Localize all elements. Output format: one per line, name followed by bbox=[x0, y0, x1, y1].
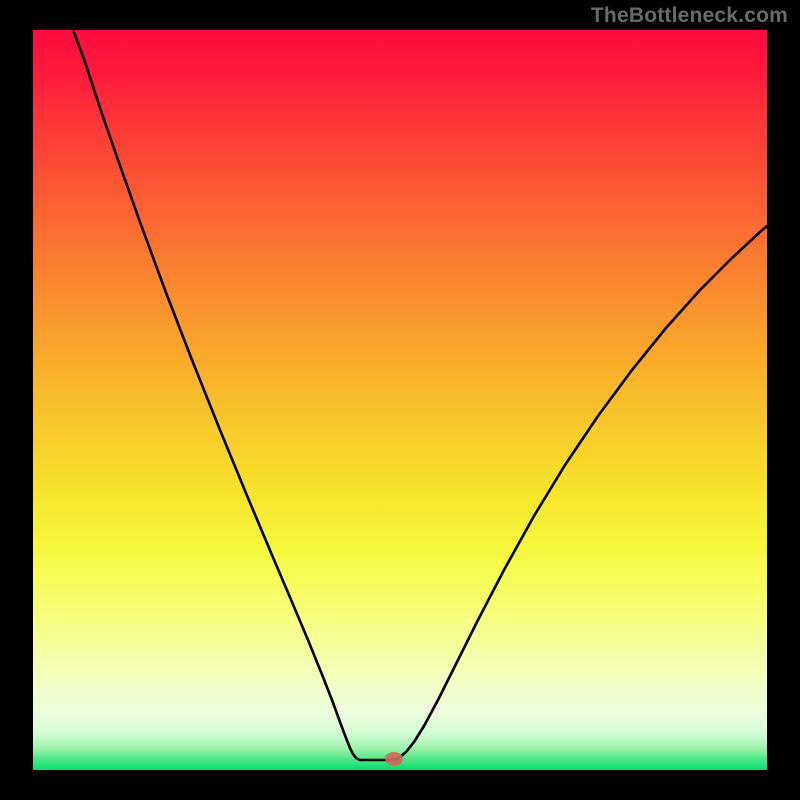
optimum-marker bbox=[385, 752, 403, 766]
gradient-background bbox=[33, 30, 767, 770]
bottleneck-chart bbox=[0, 0, 800, 800]
watermark-text: TheBottleneck.com bbox=[591, 4, 788, 28]
chart-container: TheBottleneck.com bbox=[0, 0, 800, 800]
